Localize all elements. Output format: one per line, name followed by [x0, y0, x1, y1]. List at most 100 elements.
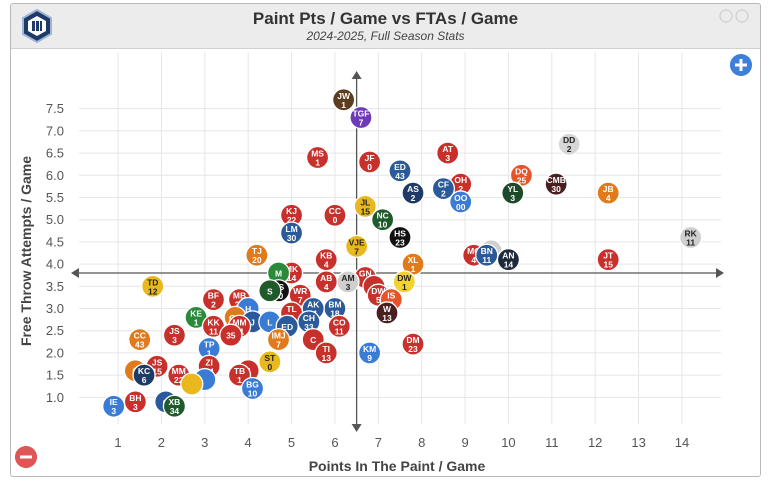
player-number: 1: [341, 100, 346, 110]
player-point[interactable]: JS3: [162, 323, 187, 347]
player-point[interactable]: JW1: [331, 88, 356, 112]
player-marker: [501, 181, 525, 205]
player-point[interactable]: XL1: [401, 252, 425, 276]
player-point[interactable]: KM9: [357, 341, 382, 365]
player-number: 00: [456, 202, 466, 212]
player-marker: [357, 341, 382, 365]
y-tick-label: 1.5: [46, 368, 64, 383]
player-point[interactable]: DD2: [557, 132, 581, 156]
player-number: 3: [172, 335, 177, 345]
player-point[interactable]: KC6: [132, 363, 156, 387]
y-tick-label: 6.0: [46, 168, 64, 183]
player-point[interactable]: JB4: [596, 181, 620, 205]
player-point[interactable]: KE1: [184, 305, 208, 330]
player-point[interactable]: MS1: [305, 145, 330, 170]
zoom-out-button[interactable]: [15, 446, 37, 468]
player-initials: GN: [359, 268, 372, 278]
player-number: 43: [395, 171, 405, 181]
player-point[interactable]: CF2: [431, 176, 456, 201]
player-initials: JL: [360, 197, 370, 207]
zoom-in-button[interactable]: [730, 54, 752, 76]
player-initials: TB: [234, 366, 245, 376]
player-number: 10: [378, 220, 388, 230]
chart-title: Paint Pts / Game vs FTAs / Game: [252, 9, 519, 28]
y-tick-label: 7.5: [46, 101, 64, 116]
player-marker: [258, 350, 282, 374]
player-marker: [162, 323, 187, 347]
player-point[interactable]: ST0: [258, 350, 282, 374]
player-number: 7: [276, 340, 281, 350]
player-point[interactable]: DW1: [392, 270, 416, 294]
player-marker: [596, 248, 620, 272]
player-point[interactable]: BH3: [123, 390, 148, 414]
player-marker: [401, 181, 425, 205]
player-initials: BF: [208, 291, 219, 301]
player-point[interactable]: S: [258, 279, 282, 303]
player-point[interactable]: W13: [375, 301, 399, 325]
player-marker: [331, 88, 356, 112]
player-point[interactable]: 35: [219, 323, 243, 347]
player-point[interactable]: [180, 372, 204, 396]
player-point[interactable]: AM3: [336, 270, 360, 294]
y-tick-label: 2.5: [46, 323, 64, 338]
player-marker: [388, 159, 412, 183]
player-point[interactable]: JF0: [357, 150, 382, 174]
team-logo-icon: [22, 9, 52, 43]
player-point[interactable]: AT3: [436, 141, 460, 165]
window-buttons[interactable]: [718, 8, 752, 24]
player-point[interactable]: TP1: [197, 336, 221, 361]
player-number: 10: [248, 388, 258, 398]
player-number: 2: [211, 300, 216, 310]
player-number: 22: [287, 215, 297, 225]
x-tick-label: 14: [675, 435, 689, 450]
player-point[interactable]: KB4: [314, 248, 338, 272]
player-marker: [279, 221, 304, 245]
player-point[interactable]: AB4: [314, 270, 338, 294]
player-point[interactable]: AS2: [401, 181, 425, 205]
player-marker: [240, 376, 265, 401]
player-initials: DM: [406, 335, 419, 345]
y-tick-label: 4.0: [46, 257, 64, 272]
player-marker: [201, 287, 226, 312]
player-initials: AK: [307, 300, 320, 310]
player-point[interactable]: CC0: [323, 203, 347, 227]
player-number: 13: [382, 313, 392, 323]
player-number: 11: [686, 237, 695, 247]
player-point[interactable]: YL3: [501, 181, 525, 205]
player-initials: 35: [226, 331, 236, 341]
arrow-right-icon: [716, 267, 724, 278]
player-marker: [258, 279, 282, 303]
player-point[interactable]: IE3: [102, 394, 126, 418]
player-initials: AM: [341, 273, 354, 283]
x-tick-label: 3: [201, 435, 208, 450]
player-point[interactable]: BF2: [201, 287, 226, 312]
player-number: 20: [252, 255, 262, 265]
player-number: 14: [287, 273, 297, 283]
player-initials: JF: [365, 153, 375, 163]
